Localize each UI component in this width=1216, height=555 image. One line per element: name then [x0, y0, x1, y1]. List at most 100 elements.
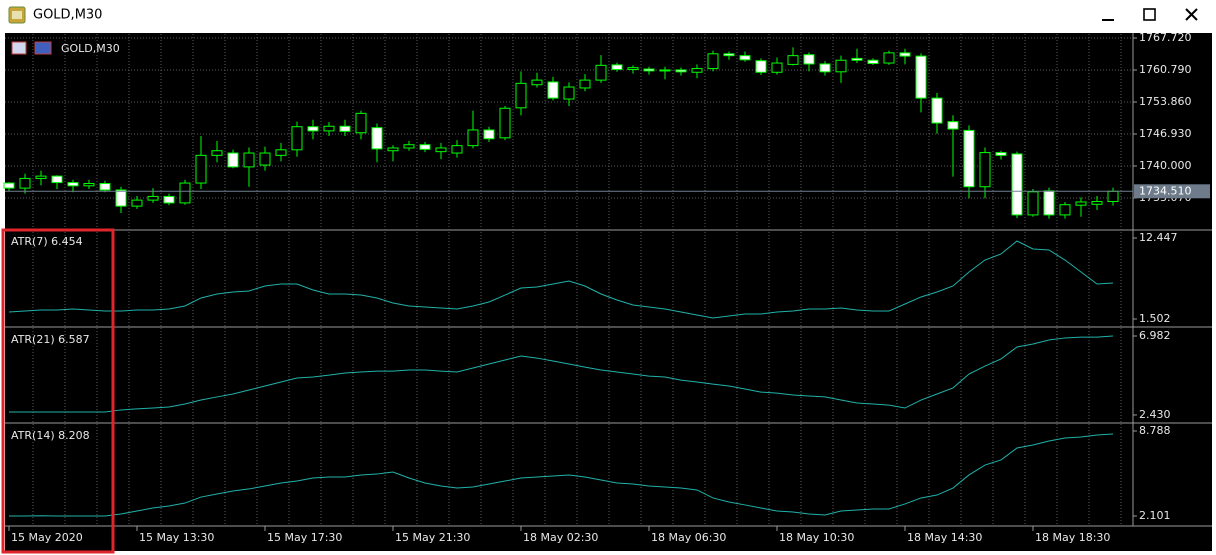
candle-body — [307, 126, 319, 132]
candle-body — [147, 195, 159, 201]
candle-body — [1011, 153, 1023, 216]
candle-body — [963, 129, 975, 188]
candle-body — [851, 57, 863, 61]
candle-body — [483, 129, 495, 140]
x-tick-label: 18 May 18:30 — [1035, 531, 1110, 544]
candle-body — [163, 195, 175, 204]
candle-body — [1059, 204, 1071, 216]
candle-body — [211, 150, 223, 156]
indicator-label: ATR(21) 6.587 — [11, 333, 90, 346]
y-tick-label: 1.502 — [1139, 312, 1171, 325]
candle-body — [19, 177, 31, 189]
chart-header: GOLD,M30 — [11, 41, 120, 55]
candle-body — [531, 79, 543, 86]
candle-body — [99, 183, 111, 191]
y-tick-label: 1767.720 — [1139, 31, 1192, 44]
current-price-label: 1734.510 — [1139, 184, 1192, 197]
indicator-line — [8, 240, 1114, 319]
candle-body — [403, 144, 415, 149]
x-tick-label: 15 May 13:30 — [139, 531, 214, 544]
candle-body — [611, 64, 623, 70]
candle-body — [67, 182, 79, 187]
candle-body — [435, 147, 447, 153]
candle-body — [1075, 201, 1087, 206]
candle-body — [323, 125, 335, 132]
candle-body — [1027, 191, 1039, 216]
candle-body — [115, 189, 127, 207]
candle-body — [691, 68, 703, 73]
candle-body — [419, 144, 431, 150]
highlight-box — [1, 228, 115, 554]
candle-body — [563, 86, 575, 100]
chart-symbol: GOLD,M30 — [61, 42, 120, 55]
candle-body — [515, 82, 527, 109]
candle-body — [787, 55, 799, 65]
y-tick-label: 1740.000 — [1139, 159, 1192, 172]
candle-body — [179, 182, 191, 204]
candle-body — [259, 152, 271, 166]
candle-body — [707, 53, 719, 70]
candle-body — [499, 107, 511, 139]
candle-body — [867, 59, 879, 64]
candle-body — [723, 53, 735, 57]
current-price-box — [1134, 184, 1210, 199]
y-tick-label: 12.447 — [1139, 231, 1178, 244]
candle-body — [1091, 201, 1103, 205]
candle-body — [835, 59, 847, 73]
y-tick-label: 1746.930 — [1139, 127, 1192, 140]
candle-body — [35, 175, 47, 179]
candle-body — [467, 129, 479, 147]
candle-body — [755, 60, 767, 73]
candle-body — [627, 67, 639, 70]
candle-body — [931, 97, 943, 124]
candle-body — [451, 145, 463, 154]
x-tick-label: 18 May 14:30 — [907, 531, 982, 544]
candle-body — [1107, 190, 1119, 203]
candle-body — [547, 81, 559, 99]
grid — [5, 33, 1212, 527]
candle-body — [803, 54, 815, 65]
chart-icon — [34, 41, 52, 55]
candle-body — [995, 152, 1007, 156]
candle-body — [819, 63, 831, 73]
y-tick-label: 1760.790 — [1139, 63, 1192, 76]
indicator-label: ATR(7) 6.454 — [11, 235, 83, 248]
y-tick-label: 2.101 — [1139, 509, 1171, 522]
x-tick-label: 15 May 21:30 — [395, 531, 470, 544]
candle-body — [739, 55, 751, 61]
candle-body — [275, 149, 287, 156]
close-button[interactable] — [1185, 8, 1198, 21]
x-tick-label: 18 May 10:30 — [779, 531, 854, 544]
candle-body — [1043, 190, 1055, 216]
x-tick-label: 18 May 02:30 — [523, 531, 598, 544]
candle-body — [291, 126, 303, 151]
candle-body — [195, 154, 207, 184]
candle-body — [595, 64, 607, 81]
candle-body — [947, 121, 959, 130]
candle-body — [675, 69, 687, 73]
candle-body — [979, 152, 991, 188]
title-bar: GOLD,M30 — [8, 6, 1198, 24]
candle-body — [883, 52, 895, 64]
chart-icon — [11, 41, 27, 55]
candle-body — [243, 152, 255, 168]
maximize-button[interactable] — [1143, 8, 1156, 21]
candle-body — [83, 183, 95, 187]
candle-body — [51, 175, 63, 184]
y-tick-label: 1753.860 — [1139, 95, 1192, 108]
candle-body — [643, 68, 655, 72]
y-tick-label: 6.982 — [1139, 329, 1171, 342]
x-tick-label: 18 May 06:30 — [651, 531, 726, 544]
candle-body — [915, 55, 927, 99]
candle-body — [371, 127, 383, 150]
candle-body — [387, 147, 399, 152]
x-tick-label: 15 May 17:30 — [267, 531, 342, 544]
x-tick-label: 15 May 2020 — [11, 531, 83, 544]
candle-body — [227, 152, 239, 168]
indicator-line — [9, 335, 1114, 413]
y-tick-label: 8.788 — [1139, 424, 1171, 437]
candle-body — [899, 52, 911, 57]
candle-body — [131, 199, 143, 207]
app-icon-inner — [12, 11, 22, 19]
